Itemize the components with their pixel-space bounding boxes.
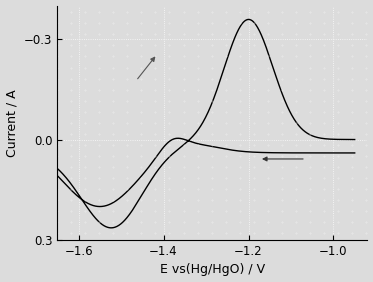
Y-axis label: Current / A: Current / A (6, 89, 19, 157)
X-axis label: E vs(Hg/HgO) / V: E vs(Hg/HgO) / V (160, 263, 265, 276)
